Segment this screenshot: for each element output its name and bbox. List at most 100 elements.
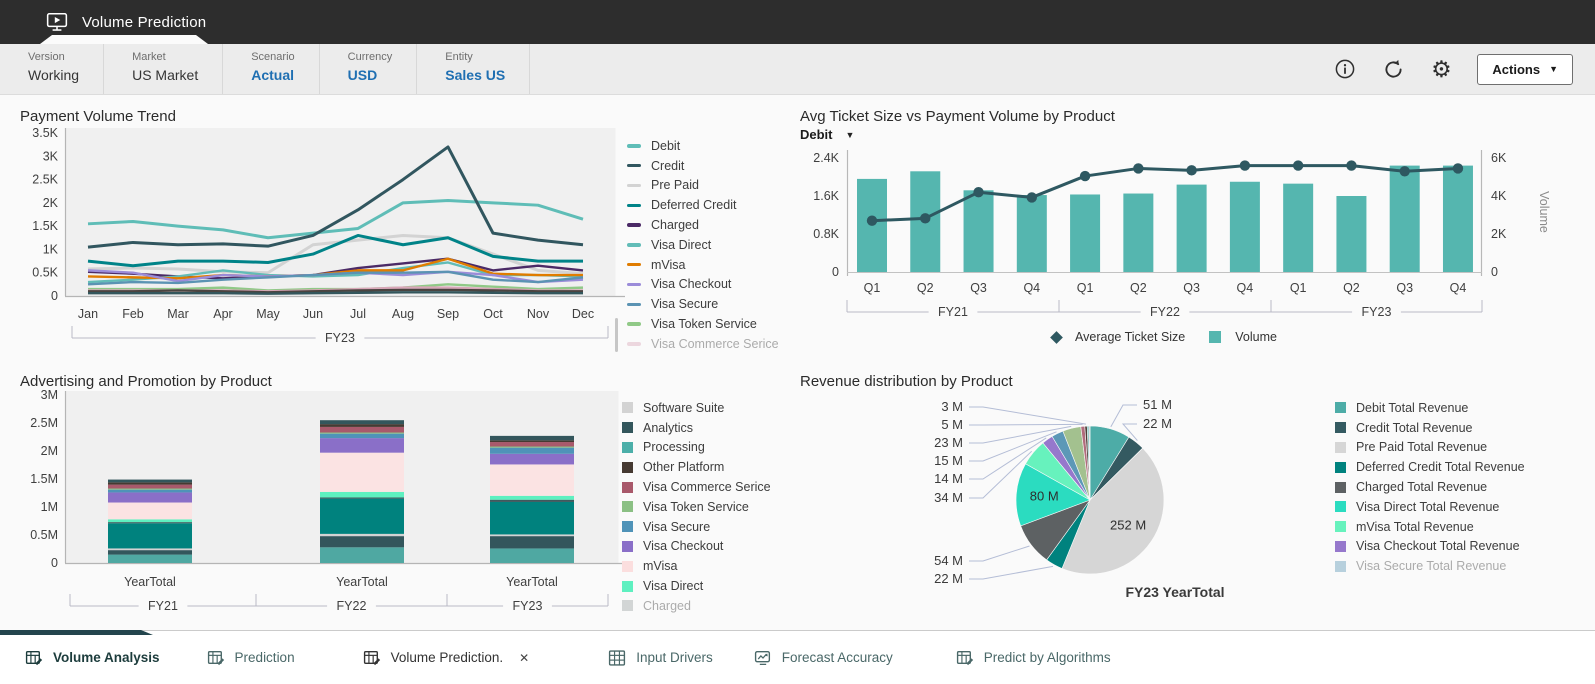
legend-label[interactable]: Average Ticket Size [1075, 330, 1186, 344]
stack-segment-other-platform[interactable] [490, 440, 574, 443]
legend-item-credit[interactable]: Credit [627, 156, 779, 176]
legend-item-deferred-credit[interactable]: Deferred Credit [627, 195, 779, 215]
revenue-distribution-plot[interactable]: 51 M 22 M 252 M 22 M 54 M 80 M 34 M 14 M 15 M 23 … [795, 365, 1315, 628]
stack-segment-analytics[interactable] [490, 435, 574, 441]
stack-segment-visa-direct[interactable] [490, 495, 574, 500]
stack-segment-debit[interactable] [108, 554, 192, 563]
tab-prediction[interactable]: Prediction [207, 631, 295, 684]
series-line-deferred-credit[interactable] [87, 233, 583, 268]
stack-segment-deferred-credit[interactable] [320, 498, 404, 534]
stack-segment-analytics[interactable] [320, 420, 404, 425]
tab-predict-by-algorithms[interactable]: Predict by Algorithms [956, 631, 1111, 684]
legend-item-deferred-credit-total-revenue[interactable]: Deferred Credit Total Revenue [1335, 457, 1525, 477]
volume-bar[interactable] [1176, 184, 1207, 272]
volume-bar[interactable] [1016, 195, 1047, 272]
stack-segment-debit[interactable] [320, 547, 404, 563]
line-marker[interactable] [1026, 192, 1038, 203]
legend-item-visa-direct[interactable]: Visa Direct [627, 235, 779, 255]
series-line-other-platform[interactable] [88, 288, 583, 294]
pov-value[interactable]: Actual [251, 67, 295, 83]
stack-segment-visa-direct[interactable] [108, 519, 192, 523]
line-marker[interactable] [920, 213, 931, 224]
stack-segment-pre-paid[interactable] [490, 534, 574, 537]
legend-item-visa-commerce-serice[interactable]: Visa Commerce Serice [627, 334, 779, 354]
volume-bar[interactable] [1283, 183, 1314, 272]
series-line-visa-secure[interactable] [87, 270, 584, 286]
stack-segment-charged[interactable] [320, 497, 404, 499]
stack-segment-mvisa[interactable] [320, 452, 404, 492]
volume-bar[interactable] [963, 190, 994, 272]
info-icon[interactable] [1333, 57, 1357, 81]
legend-label[interactable]: Volume [1235, 330, 1277, 344]
legend-item-debit-total-revenue[interactable]: Debit Total Revenue [1335, 398, 1525, 418]
tab-forecast-accuracy[interactable]: Forecast Accuracy [754, 631, 893, 684]
stack-segment-visa-secure[interactable] [108, 489, 192, 493]
stack-segment-analytics[interactable] [108, 479, 192, 483]
legend-item-credit-total-revenue[interactable]: Credit Total Revenue [1335, 418, 1525, 438]
settings-gear-icon[interactable]: ⚙ [1431, 55, 1452, 82]
legend-item-visa-token-service[interactable]: Visa Token Service [627, 314, 779, 334]
legend-item-debit[interactable]: Debit [627, 136, 779, 156]
line-marker[interactable] [1133, 163, 1144, 174]
stack-segment-visa-checkout[interactable] [490, 453, 574, 465]
series-line-analytics[interactable] [88, 291, 583, 295]
legend-item-analytics[interactable]: Analytics [622, 418, 771, 438]
close-icon[interactable]: ✕ [519, 650, 530, 665]
line-marker[interactable] [1186, 165, 1197, 176]
line-marker[interactable] [1346, 160, 1357, 171]
avg-ticket-vs-volume-plot[interactable]: 0 0.8K 1.6K 2.4K 0 2K 4K 6K Volume Q1 Q2 Q3 Q4 Q1 Q2 Q3… [795, 100, 1595, 362]
pov-value[interactable]: USD [347, 67, 378, 83]
pov-value[interactable]: Working [28, 67, 80, 83]
legend-item-visa-checkout-total-revenue[interactable]: Visa Checkout Total Revenue [1335, 537, 1525, 557]
legend-item-software-suite[interactable]: Software Suite [622, 398, 771, 418]
stack-segment-visa-commerce-serice[interactable] [490, 442, 574, 447]
stack-segment-visa-checkout[interactable] [108, 492, 192, 503]
legend-item-pre-paid[interactable]: Pre Paid [627, 176, 779, 196]
legend-item-mvisa-total-revenue[interactable]: mVisa Total Revenue [1335, 517, 1525, 537]
stack-segment-visa-secure[interactable] [490, 447, 574, 454]
stack-segment-visa-checkout[interactable] [320, 438, 404, 453]
stack-segment-charged[interactable] [108, 522, 192, 524]
stack-segment-visa-commerce-serice[interactable] [108, 484, 192, 489]
legend-item-visa-token-service[interactable]: Visa Token Service [622, 497, 771, 517]
legend-item-visa-secure-total-revenue[interactable]: Visa Secure Total Revenue [1335, 556, 1525, 576]
line-marker[interactable] [1292, 160, 1304, 171]
tab-input-drivers[interactable]: Input Drivers [608, 631, 713, 684]
line-marker[interactable] [1079, 170, 1091, 182]
pov-scenario[interactable]: Scenario Actual [223, 44, 320, 94]
pov-entity[interactable]: Entity Sales US [417, 44, 531, 94]
stack-segment-charged[interactable] [490, 499, 574, 502]
refresh-icon[interactable] [1381, 57, 1405, 81]
series-line-credit[interactable] [87, 145, 584, 249]
legend-item-visa-secure[interactable]: Visa Secure [622, 517, 771, 537]
pov-value[interactable]: US Market [132, 67, 199, 83]
pov-version[interactable]: Version Working [0, 44, 105, 94]
stack-segment-credit[interactable] [320, 536, 404, 548]
volume-bar[interactable] [1442, 165, 1473, 272]
actions-button[interactable]: Actions ▼ [1477, 53, 1573, 85]
legend-item-other-platform[interactable]: Other Platform [622, 457, 771, 477]
stack-segment-deferred-credit[interactable] [490, 501, 574, 535]
legend-item-processing[interactable]: Processing [622, 438, 771, 458]
volume-bar[interactable] [1070, 194, 1101, 272]
volume-bar[interactable] [1389, 165, 1420, 272]
payment-volume-trend-plot[interactable]: 0 0.5K 1K 1.5K 2K 2.5K 3K 3.5K Jan Feb Mar Apr May Ju… [10, 100, 630, 365]
pie-slice-pre-paid[interactable] [1061, 447, 1165, 575]
stack-segment-visa-secure[interactable] [320, 433, 404, 439]
average-ticket-size-line[interactable] [871, 164, 1459, 223]
stack-segment-other-platform[interactable] [320, 424, 404, 427]
line-marker[interactable] [866, 215, 878, 226]
pie-slice-software-suite[interactable] [1088, 425, 1091, 501]
tab-volume-prediction[interactable]: Volume Prediction. ✕ [363, 631, 530, 684]
volume-bar[interactable] [1123, 193, 1154, 272]
stack-segment-visa-token-service[interactable] [320, 432, 404, 434]
legend-item-charged[interactable]: Charged [627, 215, 779, 235]
stack-segment-debit[interactable] [490, 548, 574, 563]
line-marker[interactable] [1452, 163, 1464, 174]
legend-item-visa-commerce-serice[interactable]: Visa Commerce Serice [622, 477, 771, 497]
legend-item-pre-paid-total-revenue[interactable]: Pre Paid Total Revenue [1335, 438, 1525, 458]
stack-segment-credit[interactable] [108, 550, 192, 555]
series-line-debit[interactable] [87, 199, 584, 240]
line-marker[interactable] [1399, 166, 1410, 177]
legend-item-visa-direct[interactable]: Visa Direct [622, 576, 771, 596]
